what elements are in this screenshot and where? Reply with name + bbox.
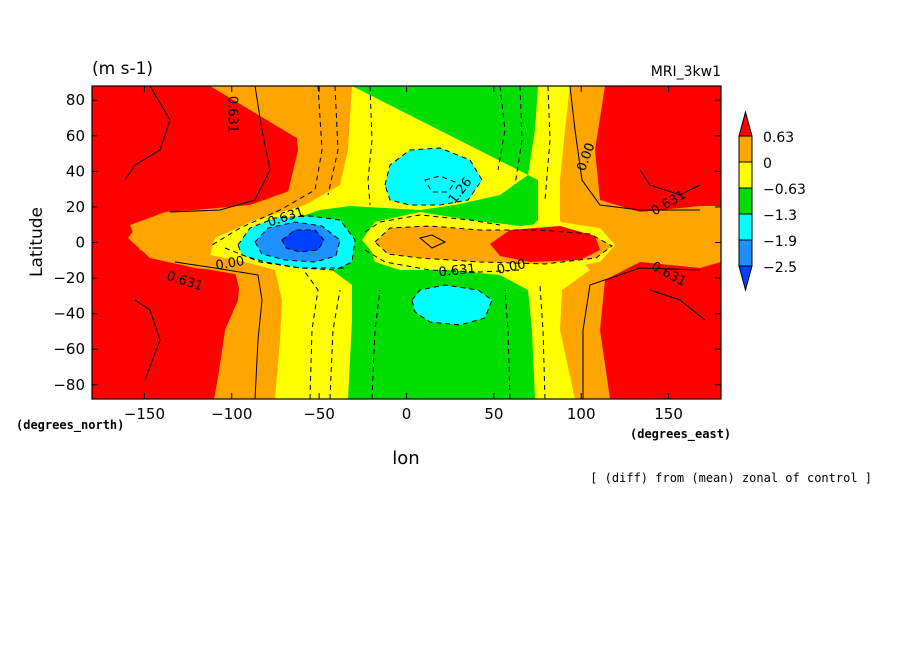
- field-darkblue-west: [282, 230, 324, 252]
- x-axis-title: lon: [392, 448, 419, 469]
- colorbar-bottom-arrow: [738, 265, 753, 292]
- x-tick-label: −100: [211, 405, 252, 423]
- y-tick-label: 60: [66, 127, 85, 145]
- colorbar-segment: [738, 135, 753, 163]
- field-red-jet: [490, 226, 600, 262]
- colorbar-label: −1.9: [763, 234, 797, 250]
- colorbar-label: −1.3: [763, 208, 797, 224]
- x-tick-label: 150: [654, 405, 683, 423]
- x-axis: −150 −100 −50 0 50 100 150: [124, 86, 683, 423]
- y-tick-label: −20: [53, 269, 85, 287]
- y-axis: −80 −60 −40 −20 0 20 40 60 80: [53, 91, 721, 394]
- units-title: (m s-1): [92, 59, 153, 79]
- x-unit-label: (degrees_east): [630, 427, 731, 442]
- x-tick-label: −150: [124, 405, 165, 423]
- y-tick-label: 80: [66, 91, 85, 109]
- colorbar-segment: [738, 239, 753, 267]
- colorbar-label: 0.63: [763, 130, 794, 146]
- y-tick-label: 20: [66, 198, 85, 216]
- y-tick-label: −60: [53, 340, 85, 358]
- y-tick-label: −80: [53, 376, 85, 394]
- contour-lines-positive: [124, 86, 706, 399]
- colorbar-segment: [738, 187, 753, 215]
- field-cyan-south: [412, 285, 492, 325]
- x-tick-label: 50: [484, 405, 503, 423]
- y-axis-title: Latitude: [27, 207, 47, 277]
- colorbar-segment: [738, 213, 753, 241]
- colorbar-segment: [738, 161, 753, 189]
- colorbar-top-arrow: [738, 110, 753, 137]
- contour-lines-negative: [211, 86, 613, 399]
- contour-label: 0.631: [224, 96, 239, 133]
- field-red-east-upper: [622, 86, 721, 205]
- x-tick-label: 0: [402, 405, 412, 423]
- colorbar-label: 0: [763, 156, 772, 172]
- contour-label: 0.631: [438, 262, 477, 281]
- y-tick-label: 0: [75, 234, 85, 252]
- y-tick-label: −40: [53, 305, 85, 323]
- colorbar-label: −2.5: [763, 260, 797, 276]
- y-unit-label: (degrees_north): [16, 418, 124, 433]
- model-title: MRI_3kw1: [651, 64, 721, 80]
- contour-label: 0.00: [214, 254, 245, 274]
- y-tick-label: 40: [66, 162, 85, 180]
- field-cyan-north: [385, 148, 482, 205]
- colorbar: 0.63 0 −0.63 −1.3 −1.9 −2.5: [738, 110, 806, 292]
- x-tick-label: 100: [567, 405, 596, 423]
- footnote: [ (diff) from (mean) zonal of control ]: [590, 471, 872, 485]
- x-tick-label: −50: [303, 405, 335, 423]
- field-red-east-lower: [628, 268, 721, 399]
- contour-label: 0.00: [496, 257, 527, 278]
- colorbar-label: −0.63: [763, 182, 806, 198]
